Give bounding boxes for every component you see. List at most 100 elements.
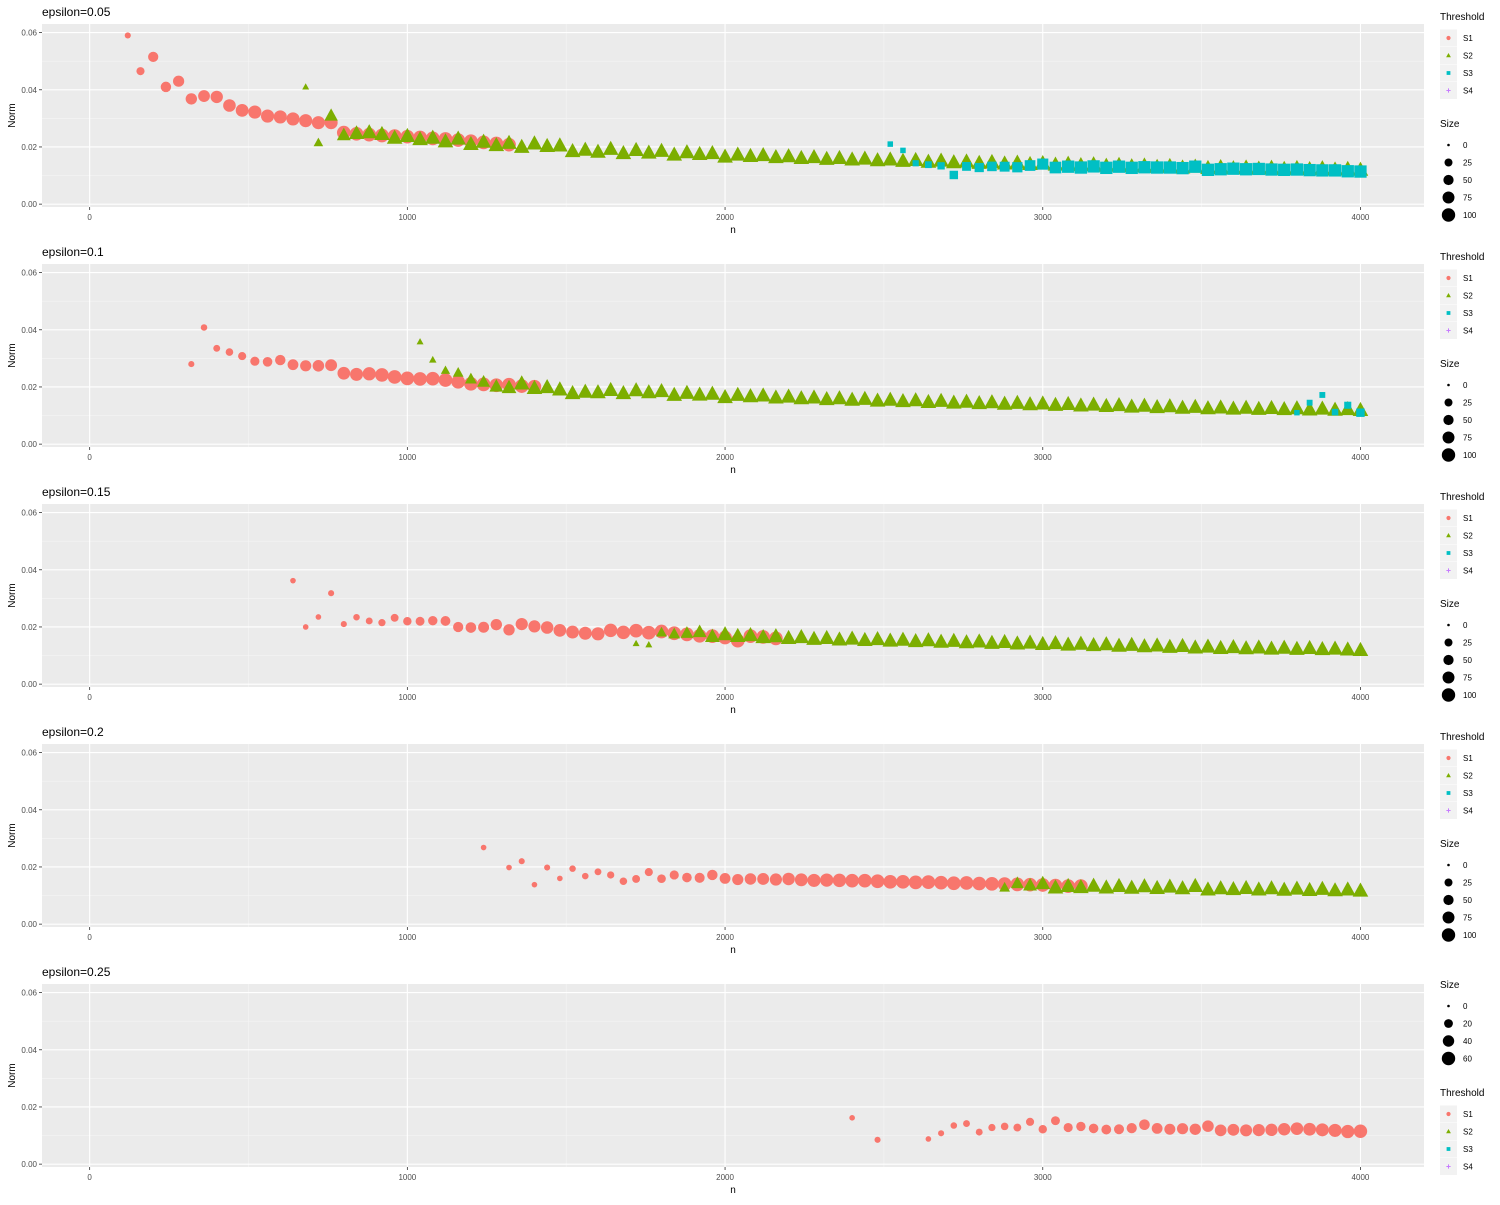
data-point-s1 bbox=[286, 112, 300, 126]
data-point-s2 bbox=[704, 145, 721, 160]
data-point-s2 bbox=[806, 149, 822, 164]
data-point-s1 bbox=[337, 366, 351, 380]
data-point-s1 bbox=[1051, 1116, 1060, 1126]
threshold-legend-label: S1 bbox=[1463, 754, 1473, 763]
threshold-legend-key-s4 bbox=[1446, 808, 1451, 813]
legend: Threshold S1 S2 S3 S4 Size 0 25 50 75 100 bbox=[1440, 252, 1484, 462]
data-point-s1 bbox=[1227, 1123, 1240, 1136]
panel-3: epsilon=0.150 1000 2000 3000 40000.000.020.0… bbox=[7, 485, 1484, 716]
threshold-legend-key-s3 bbox=[1446, 71, 1451, 75]
data-point-s2 bbox=[313, 137, 324, 147]
data-point-s2 bbox=[882, 391, 899, 406]
data-point-s1 bbox=[782, 872, 795, 886]
data-point-s2 bbox=[1200, 400, 1216, 415]
data-point-s2 bbox=[501, 379, 517, 394]
data-point-s3 bbox=[1306, 399, 1313, 406]
data-point-s2 bbox=[1276, 639, 1293, 654]
data-point-s2 bbox=[1047, 635, 1064, 650]
data-point-s2 bbox=[1314, 400, 1331, 415]
x-tick-label: 1000 bbox=[398, 213, 416, 222]
data-point-s1 bbox=[261, 109, 275, 123]
data-point-s2 bbox=[780, 148, 797, 163]
data-point-s2 bbox=[1034, 395, 1051, 410]
data-point-s1 bbox=[985, 876, 999, 891]
data-point-s2 bbox=[424, 129, 441, 144]
data-point-s1 bbox=[185, 93, 198, 105]
data-point-s2 bbox=[632, 639, 640, 647]
panel-title: epsilon=0.05 bbox=[42, 5, 111, 19]
threshold-legend-key-s3 bbox=[1446, 551, 1451, 555]
size-legend-label: 75 bbox=[1463, 914, 1472, 923]
plot-background bbox=[42, 504, 1424, 687]
data-point-s1 bbox=[578, 626, 592, 640]
data-point-s2 bbox=[895, 152, 911, 167]
data-point-s2 bbox=[996, 395, 1013, 410]
data-point-s2 bbox=[437, 133, 454, 148]
data-point-s2 bbox=[831, 149, 848, 165]
data-point-s3 bbox=[1163, 161, 1176, 174]
data-point-s1 bbox=[682, 872, 692, 883]
y-tick-label: 0.06 bbox=[21, 29, 37, 38]
data-point-s3 bbox=[1328, 164, 1342, 177]
data-point-s1 bbox=[413, 372, 427, 386]
panel-4: epsilon=0.20 1000 2000 3000 40000.000.020.04… bbox=[7, 725, 1484, 956]
data-point-s1 bbox=[938, 1130, 945, 1137]
size-legend-label: 25 bbox=[1463, 879, 1472, 888]
data-point-s2 bbox=[729, 146, 746, 161]
data-point-s2 bbox=[729, 386, 746, 401]
size-legend-label: 100 bbox=[1463, 451, 1477, 460]
data-point-s3 bbox=[999, 161, 1010, 172]
x-tick-label: 4000 bbox=[1352, 693, 1370, 702]
y-tick-label: 0.02 bbox=[21, 863, 37, 872]
x-axis-title: n bbox=[730, 225, 736, 236]
data-point-s2 bbox=[1212, 399, 1229, 414]
x-tick-label: 3000 bbox=[1034, 933, 1052, 942]
data-point-s2 bbox=[768, 389, 784, 404]
threshold-legend-key-s4 bbox=[1446, 328, 1451, 333]
data-point-s1 bbox=[1315, 1123, 1329, 1137]
data-point-s2 bbox=[552, 381, 568, 396]
data-point-s2 bbox=[602, 381, 619, 397]
data-point-s1 bbox=[1176, 1123, 1189, 1135]
data-point-s2 bbox=[882, 151, 899, 166]
data-point-s2 bbox=[1149, 637, 1165, 652]
threshold-legend-key-s3 bbox=[1446, 1147, 1451, 1151]
threshold-legend-key-s1 bbox=[1446, 275, 1451, 281]
data-point-s2 bbox=[1060, 636, 1076, 651]
data-point-s3 bbox=[1062, 160, 1075, 173]
data-point-s1 bbox=[200, 324, 208, 331]
data-point-s1 bbox=[950, 1122, 958, 1129]
x-tick-label: 0 bbox=[87, 933, 92, 942]
data-point-s1 bbox=[415, 616, 425, 626]
data-point-s3 bbox=[887, 141, 894, 147]
x-tick-label: 2000 bbox=[716, 453, 734, 462]
data-point-s2 bbox=[1263, 640, 1280, 655]
size-legend-label: 75 bbox=[1463, 194, 1472, 203]
data-point-s1 bbox=[557, 875, 563, 882]
data-point-s2 bbox=[668, 627, 681, 639]
data-point-s1 bbox=[1252, 1124, 1265, 1137]
data-point-s3 bbox=[1176, 161, 1189, 175]
data-point-s1 bbox=[480, 844, 487, 851]
data-point-s1 bbox=[619, 877, 628, 886]
data-point-s3 bbox=[1319, 392, 1326, 398]
y-tick-label: 0.00 bbox=[21, 440, 37, 449]
data-point-s2 bbox=[1162, 638, 1178, 653]
size-legend-key bbox=[1447, 383, 1450, 387]
data-point-s2 bbox=[793, 390, 810, 405]
data-point-s1 bbox=[1063, 1122, 1073, 1133]
data-point-s1 bbox=[515, 617, 528, 631]
data-point-s3 bbox=[1074, 161, 1088, 174]
data-point-s2 bbox=[1162, 398, 1178, 413]
data-point-s2 bbox=[895, 631, 911, 646]
data-point-s2 bbox=[1136, 638, 1153, 653]
data-point-s2 bbox=[907, 392, 924, 407]
data-point-s2 bbox=[1327, 882, 1343, 897]
threshold-legend-key-s1 bbox=[1446, 1111, 1451, 1117]
data-point-s2 bbox=[907, 633, 924, 648]
data-point-s3 bbox=[924, 161, 932, 169]
x-tick-label: 1000 bbox=[398, 693, 416, 702]
x-tick-label: 2000 bbox=[716, 1173, 734, 1182]
data-point-s2 bbox=[336, 127, 351, 141]
data-point-s2 bbox=[1327, 401, 1343, 416]
